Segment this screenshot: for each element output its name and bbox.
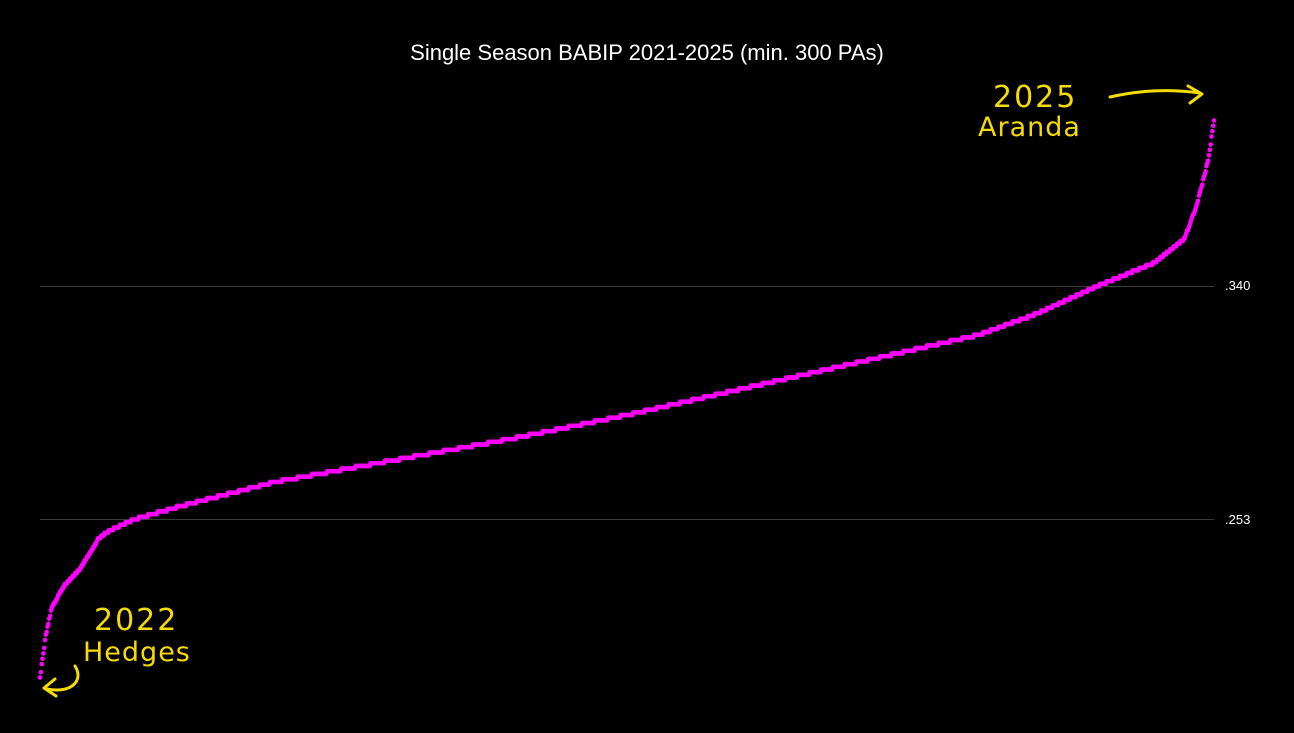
data-point bbox=[38, 669, 44, 675]
data-point bbox=[1206, 152, 1212, 158]
annotation-bottom-year: 2022 bbox=[94, 603, 178, 638]
data-point bbox=[39, 661, 44, 667]
annotation-bottom-name: Hedges bbox=[83, 637, 191, 668]
data-point bbox=[1208, 142, 1213, 147]
y-tick-label-340: .340 bbox=[1225, 278, 1250, 293]
data-point bbox=[41, 645, 47, 651]
data-point bbox=[37, 675, 43, 680]
data-point bbox=[1210, 128, 1215, 134]
y-tick-label-253: .253 bbox=[1225, 512, 1250, 527]
data-point bbox=[1210, 123, 1216, 129]
data-point bbox=[1205, 158, 1211, 163]
data-point bbox=[1207, 147, 1213, 153]
data-points bbox=[37, 118, 1217, 680]
data-point bbox=[1195, 198, 1201, 204]
data-point bbox=[1203, 169, 1208, 174]
data-point bbox=[40, 656, 45, 662]
data-point bbox=[1209, 134, 1214, 139]
data-point bbox=[41, 651, 46, 656]
data-point bbox=[42, 637, 48, 643]
data-point bbox=[44, 629, 50, 635]
annotation-bottom-arrow bbox=[42, 664, 80, 698]
annotation-top-arrow bbox=[1108, 84, 1204, 105]
data-point bbox=[1199, 182, 1205, 188]
data-point bbox=[1211, 118, 1217, 123]
data-point bbox=[47, 613, 53, 619]
data-point bbox=[46, 621, 51, 627]
chart-title: Single Season BABIP 2021-2025 (min. 300 … bbox=[410, 40, 884, 65]
annotation-top-name: Aranda bbox=[978, 112, 1081, 143]
annotation-top-year: 2025 bbox=[993, 80, 1077, 115]
